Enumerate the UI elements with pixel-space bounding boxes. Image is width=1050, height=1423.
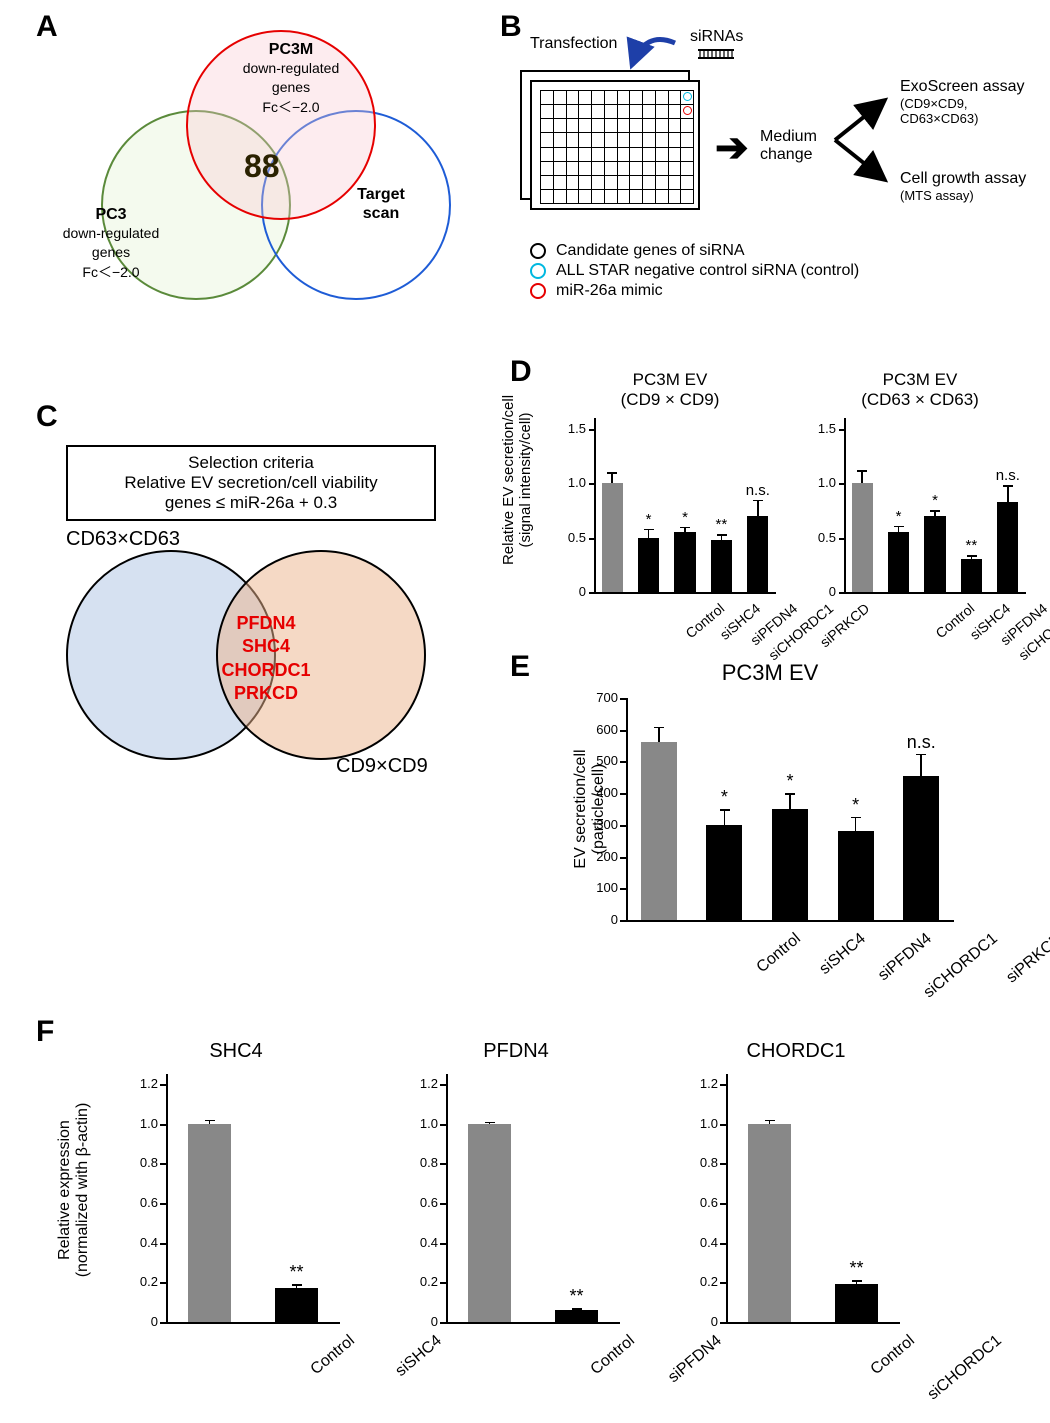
chart-f-chordc1: CHORDC100.20.40.60.81.01.2Control**siCHO…	[686, 1040, 906, 1340]
bar	[674, 532, 695, 592]
bar	[602, 483, 623, 592]
transfection-label: Transfection	[530, 35, 617, 53]
venn-c-right-label: CD9×CD9	[336, 755, 428, 778]
exoscreen-label: ExoScreen assay	[900, 78, 1025, 96]
venn-a-label-targetscan: Target scan	[331, 185, 431, 223]
venn-a-left-title: PC3	[95, 206, 126, 223]
bar	[888, 532, 909, 592]
bar	[711, 540, 732, 592]
venn-a-label-pc3: PC3 down-regulated genes Fc＜−2.0	[56, 205, 166, 282]
bar	[747, 516, 768, 592]
panel-d-ylabel: Relative EV secretion/cell (signal inten…	[500, 390, 534, 570]
venn-a-right-sub1: scan	[363, 205, 399, 222]
legend-row-mir26a: miR-26a mimic	[530, 282, 859, 300]
gene-3: PRKCD	[216, 682, 316, 705]
chart-e: PC3M EVEV secretion/cell (particle/cell)…	[580, 660, 960, 940]
exoscreen-sub: (CD9×CD9, CD63×CD63)	[900, 96, 978, 126]
gene-0: PFDN4	[216, 612, 316, 635]
circle-icon	[530, 263, 546, 279]
panel-b: Transfection siRNAs ➔ Medium change ExoS…	[500, 30, 1030, 310]
gene-1: SHC4	[216, 635, 316, 658]
panel-f: Relative expression (normalized with β-a…	[36, 1040, 1016, 1410]
medium-change-label: Medium change	[760, 128, 817, 164]
sirnas-label: siRNAs	[690, 28, 743, 46]
panel-c-label: C	[36, 400, 58, 434]
chart-title: PC3M EV (CD63 × CD63)	[810, 370, 1030, 410]
well-mir26a	[683, 106, 692, 115]
venn-c: CD63×CD63 PFDN4 SHC4 CHORDC1 PRKCD CD9×C…	[66, 540, 446, 765]
growth-label: Cell growth assay	[900, 170, 1026, 188]
legend-row-candidate: Candidate genes of siRNA	[530, 242, 859, 260]
venn-a-center-count: 88	[244, 148, 280, 185]
bar	[924, 516, 945, 592]
sirna-icon	[696, 46, 736, 64]
plate-wells-grid	[540, 90, 694, 204]
branch-arrows-icon	[830, 85, 900, 195]
legend-text-2: miR-26a mimic	[556, 282, 663, 300]
venn-a-label-pc3m: PC3M down-regulated genes Fc＜−2.0	[216, 40, 366, 117]
circle-icon	[530, 243, 546, 259]
selection-criteria-box: Selection criteria Relative EV secretion…	[66, 445, 436, 521]
panel-d: Relative EV secretion/cell (signal inten…	[510, 370, 1040, 650]
panel-f-ylabel: Relative expression (normalized with β-a…	[56, 1080, 92, 1300]
venn-a-top-sub1: down-regulated	[243, 60, 340, 76]
well-control	[683, 92, 692, 101]
chart-d2: PC3M EV (CD63 × CD63)00.51.01.5Control*s…	[810, 370, 1030, 610]
venn-a-top-title: PC3M	[269, 41, 313, 58]
venn-a-right-title: Target	[357, 186, 405, 203]
panel-b-legend: Candidate genes of siRNA ALL STAR negati…	[530, 240, 859, 302]
chart-f-shc4: SHC400.20.40.60.81.01.2Control**siSHC4	[126, 1040, 346, 1340]
venn-a-left-sub1: down-regulated	[63, 225, 160, 241]
venn-a-top-sub2: genes	[272, 79, 310, 95]
venn-a-left-sub3: Fc＜−2.0	[82, 264, 139, 280]
bar	[852, 483, 873, 592]
bar	[961, 559, 982, 592]
venn-a-top-sub3: Fc＜−2.0	[262, 99, 319, 115]
plate-front	[530, 80, 700, 210]
bar	[997, 502, 1018, 592]
criteria-title: Selection criteria	[72, 453, 430, 473]
legend-row-control: ALL STAR negative control siRNA (control…	[530, 262, 859, 280]
chart-f-pfdn4: PFDN400.20.40.60.81.01.2Control**siPFDN4	[406, 1040, 626, 1340]
panel-a: 88 PC3M down-regulated genes Fc＜−2.0 PC3…	[36, 30, 476, 300]
criteria-body: Relative EV secretion/cell viability gen…	[72, 473, 430, 513]
growth-sub: (MTS assay)	[900, 188, 974, 203]
legend-text-1: ALL STAR negative control siRNA (control…	[556, 262, 859, 280]
panel-e: PC3M EVEV secretion/cell (particle/cell)…	[510, 660, 1040, 980]
legend-text-0: Candidate genes of siRNA	[556, 242, 745, 260]
panel-c: Selection criteria Relative EV secretion…	[36, 430, 476, 770]
bar	[638, 538, 659, 592]
chart-title: PC3M EV (CD9 × CD9)	[560, 370, 780, 410]
circle-icon	[530, 283, 546, 299]
venn-c-gene-list: PFDN4 SHC4 CHORDC1 PRKCD	[216, 612, 316, 706]
arrow-to-medium-icon: ➔	[715, 125, 749, 171]
chart-d1: PC3M EV (CD9 × CD9)00.51.01.5Control*siS…	[560, 370, 780, 610]
venn-a: 88 PC3M down-regulated genes Fc＜−2.0 PC3…	[76, 30, 456, 300]
venn-a-left-sub2: genes	[92, 244, 130, 260]
venn-c-left-label: CD63×CD63	[66, 528, 180, 551]
gene-2: CHORDC1	[216, 659, 316, 682]
